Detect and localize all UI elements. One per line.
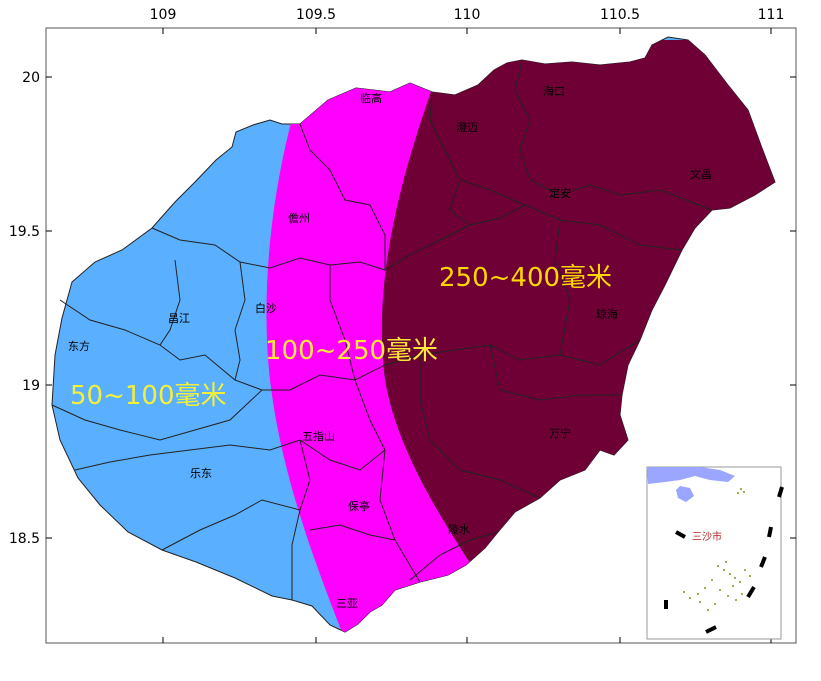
county-label-qionghai: 琼海 bbox=[596, 307, 618, 321]
county-label-wanning: 万宁 bbox=[549, 426, 571, 440]
y-tick-label: 19 bbox=[22, 378, 40, 394]
x-tick-label: 109.5 bbox=[296, 7, 336, 23]
x-tick-label: 110.5 bbox=[600, 7, 640, 23]
zone-label-250-400: 250~400毫米 bbox=[439, 263, 612, 293]
x-tick-label: 110 bbox=[454, 7, 481, 23]
y-tick-label: 18.5 bbox=[9, 531, 40, 547]
y-axis bbox=[46, 76, 796, 539]
zone-100-250 bbox=[266, 60, 520, 632]
county-label-baoting: 保亭 bbox=[348, 499, 370, 513]
county-label-changjiang: 昌江 bbox=[168, 312, 190, 325]
county-label-dongfang: 东方 bbox=[68, 339, 90, 353]
county-label-chengmai: 澄迈 bbox=[456, 120, 478, 134]
county-label-lingao: 临高 bbox=[360, 91, 382, 105]
inset-hainan bbox=[676, 486, 694, 502]
inset-map: 三沙市 bbox=[646, 466, 784, 640]
county-label-sanya: 三亚 bbox=[336, 597, 358, 610]
county-label-dingan: 定安 bbox=[549, 186, 571, 200]
county-label-lingshui: 陵水 bbox=[448, 523, 470, 536]
zone-label-50-100: 50~100毫米 bbox=[70, 381, 227, 411]
y-tick-label: 20 bbox=[22, 70, 40, 86]
county-boundaries bbox=[51, 59, 713, 600]
county-label-wenchang: 文昌 bbox=[690, 167, 712, 181]
inset-boundary-line bbox=[664, 486, 784, 634]
county-label-ledong: 乐东 bbox=[190, 467, 212, 480]
inset-islands bbox=[683, 488, 751, 611]
county-label-danzhou: 儋州 bbox=[288, 212, 310, 225]
x-tick-label: 111 bbox=[758, 7, 785, 23]
y-tick-label: 19.5 bbox=[9, 224, 40, 240]
zone-label-100-250: 100~250毫米 bbox=[265, 336, 438, 366]
county-label-wuzhishan: 五指山 bbox=[302, 429, 335, 443]
inset-label-sansha: 三沙市 bbox=[692, 530, 722, 543]
county-label-haikou: 海口 bbox=[543, 84, 565, 98]
county-label-baisha: 白沙 bbox=[255, 301, 277, 315]
inset-mainland bbox=[647, 467, 735, 484]
x-tick-label: 109 bbox=[150, 7, 177, 23]
